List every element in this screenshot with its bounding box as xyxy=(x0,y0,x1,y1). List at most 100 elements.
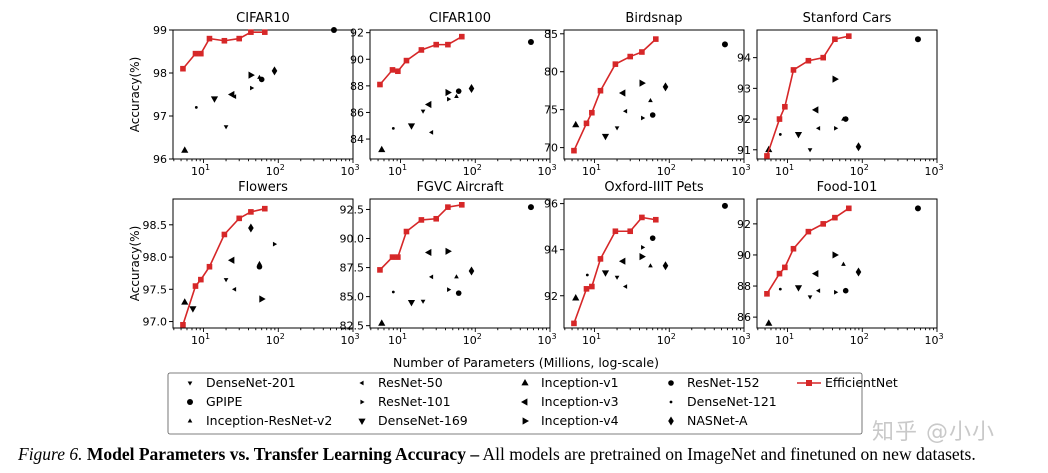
legend-label: Inception-v4 xyxy=(541,413,619,428)
legend-label: Inception-ResNet-v2 xyxy=(206,413,332,428)
point-efficientnet xyxy=(805,228,812,235)
y-tick-label: 98.5 xyxy=(143,219,168,232)
point-inception-v3 xyxy=(227,256,235,264)
legend-label: ResNet-50 xyxy=(378,375,443,390)
point-efficientnet xyxy=(764,153,770,159)
x-tick-label: 101 xyxy=(582,163,601,178)
point-resnet-152 xyxy=(455,88,462,94)
y-tick-label: 90.0 xyxy=(340,233,365,246)
x-tick-label: 101 xyxy=(775,163,794,178)
point-efficientnet xyxy=(248,209,254,215)
subplot-title: Flowers xyxy=(238,180,288,195)
point-densenet-121 xyxy=(391,290,395,294)
legend-marker xyxy=(669,400,673,404)
axes-frame xyxy=(369,29,551,160)
point-inception-resnet-v2 xyxy=(454,93,459,99)
point-efficientnet xyxy=(776,270,783,277)
legend-item-nasnet-a: NASNet-A xyxy=(668,413,748,428)
point-inception-v1 xyxy=(378,319,386,326)
subplot-title: Oxford-IIIT Pets xyxy=(604,180,704,195)
x-tick-label: 102 xyxy=(850,163,869,178)
point-inception-resnet-v2 xyxy=(454,274,459,279)
point-efficientnet xyxy=(589,109,595,116)
point-efficientnet xyxy=(377,267,383,273)
x-tick-label: 102 xyxy=(266,163,285,178)
legend-label: NASNet-A xyxy=(687,413,748,428)
y-tick-label: 92 xyxy=(737,113,751,126)
point-efficientnet xyxy=(403,228,410,235)
subplot-title: CIFAR100 xyxy=(429,11,491,26)
y-tick-label: 90 xyxy=(350,53,364,66)
point-densenet-169 xyxy=(601,133,610,141)
point-inception-v3 xyxy=(618,257,626,265)
y-tick-label: 92 xyxy=(737,218,751,231)
axes-frame xyxy=(369,198,551,329)
x-tick-label: 103 xyxy=(924,163,943,178)
x-tick-label: 101 xyxy=(388,332,407,347)
y-tick-label: 84 xyxy=(350,133,364,146)
subplot-birdsnap: Birdsnap 70 75 80 85 101 102 103 xyxy=(544,11,751,178)
legend-item-inception-v3: Inception-v3 xyxy=(521,394,619,409)
x-tick-label: 102 xyxy=(266,332,285,347)
y-tick-label: 96 xyxy=(153,153,167,166)
y-tick-label: 87.5 xyxy=(340,262,365,275)
legend-item-resnet-50: ResNet-50 xyxy=(359,375,443,390)
point-resnet-101 xyxy=(834,289,839,295)
point-efficientnet xyxy=(236,35,243,42)
legend-item-inception-v4: Inception-v4 xyxy=(522,413,619,428)
point-efficientnet xyxy=(805,57,812,64)
point-efficientnet xyxy=(198,50,204,57)
point-efficientnet xyxy=(180,321,186,328)
point-densenet-121 xyxy=(585,273,589,277)
point-densenet-169 xyxy=(794,132,803,139)
point-densenet-201 xyxy=(420,299,426,304)
point-efficientnet xyxy=(458,202,465,208)
subplot-title: FGVC Aircraft xyxy=(416,180,503,195)
point-resnet-152 xyxy=(649,112,656,118)
point-inception-v4 xyxy=(832,251,839,259)
point-efficientnet xyxy=(571,147,577,154)
legend-marker xyxy=(359,380,364,386)
point-nasnet-a xyxy=(855,142,862,152)
x-tick-label: 101 xyxy=(191,332,210,347)
axes-frame xyxy=(172,198,354,329)
point-densenet-169 xyxy=(794,285,803,292)
point-efficientnet xyxy=(571,320,577,327)
point-resnet-152 xyxy=(842,116,849,122)
x-tick-label: 103 xyxy=(731,163,750,178)
subplot-oxford-iiit-pets: Oxford-IIIT Pets 92 94 96 101 102 103 xyxy=(544,180,751,347)
efficientnet-line xyxy=(379,204,462,271)
point-resnet-50 xyxy=(815,288,821,294)
point-efficientnet xyxy=(597,256,604,262)
axes-frame xyxy=(756,198,938,329)
point-efficientnet xyxy=(403,57,410,64)
subplot-food-101: Food-101 86 88 90 92 101 102 103 xyxy=(737,180,944,347)
x-tick-label: 102 xyxy=(850,332,869,347)
point-efficientnet xyxy=(845,205,852,212)
y-tick-label: 85 xyxy=(544,28,558,41)
x-tick-label: 103 xyxy=(924,332,943,347)
legend-marker xyxy=(521,379,529,386)
point-inception-v3 xyxy=(811,106,819,114)
point-efficientnet xyxy=(445,41,451,48)
legend-label: DenseNet-169 xyxy=(378,413,468,428)
point-efficientnet xyxy=(198,276,204,283)
point-efficientnet xyxy=(261,205,268,212)
subplot-title: Stanford Cars xyxy=(803,11,892,26)
y-tick-label: 98.0 xyxy=(143,251,168,264)
point-efficientnet xyxy=(418,47,425,53)
point-efficientnet xyxy=(583,120,590,127)
y-tick-label: 70 xyxy=(544,142,558,155)
x-tick-label: 102 xyxy=(463,163,482,178)
point-efficientnet xyxy=(820,54,827,61)
point-efficientnet xyxy=(433,41,440,48)
y-tick-label: 92 xyxy=(544,290,558,303)
y-tick-label: 86 xyxy=(737,311,751,324)
caption-bold: Model Parameters vs. Transfer Learning A… xyxy=(86,444,480,464)
x-tick-label: 101 xyxy=(582,332,601,347)
point-gpipe xyxy=(914,36,921,43)
legend-marker xyxy=(668,380,674,386)
x-tick-label: 102 xyxy=(463,332,482,347)
x-tick-label: 103 xyxy=(340,163,359,178)
point-densenet-169 xyxy=(210,96,219,103)
